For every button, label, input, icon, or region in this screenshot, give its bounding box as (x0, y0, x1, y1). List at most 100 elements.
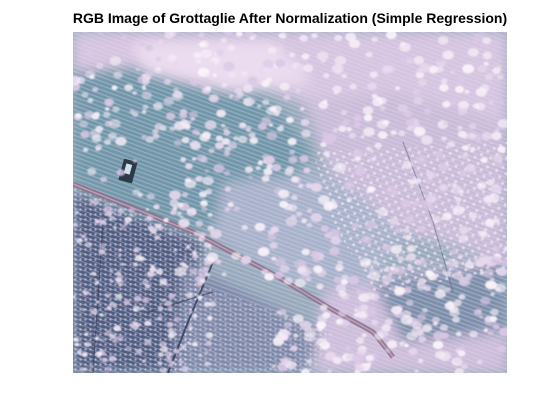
tree-canopy (95, 300, 100, 304)
tree-canopy (503, 246, 507, 252)
tree-canopy (344, 345, 352, 352)
tree-canopy (194, 176, 202, 182)
tree-canopy (489, 315, 498, 322)
tree-canopy (455, 348, 461, 354)
tree-canopy (196, 295, 203, 300)
tree-canopy (210, 229, 222, 239)
tree-canopy (500, 258, 507, 267)
tree-canopy (469, 330, 478, 338)
tree-canopy (361, 333, 367, 338)
tree-canopy (164, 300, 173, 307)
tree-canopy (317, 51, 329, 61)
tree-canopy (221, 272, 227, 277)
tree-canopy (397, 104, 409, 113)
tree-canopy (215, 259, 222, 265)
tree-canopy (394, 228, 401, 233)
tree-canopy (166, 356, 171, 360)
tree-canopy (205, 340, 212, 346)
tree-canopy (132, 111, 139, 117)
tree-canopy (144, 320, 152, 327)
tree-canopy (390, 130, 397, 136)
tree-canopy (116, 169, 125, 177)
tree-canopy (438, 57, 444, 63)
tree-canopy (346, 127, 353, 132)
tree-canopy (74, 210, 80, 215)
tree-canopy (100, 176, 108, 183)
tree-canopy (295, 89, 301, 93)
tree-canopy (204, 169, 209, 173)
tree-canopy (108, 355, 117, 362)
tree-canopy (157, 40, 164, 45)
tree-canopy (294, 278, 306, 288)
tree-canopy (457, 254, 464, 259)
tree-canopy (73, 222, 79, 228)
tree-canopy (338, 290, 347, 297)
tree-canopy (185, 125, 191, 130)
tree-canopy (407, 265, 414, 271)
tree-canopy (90, 308, 98, 315)
tree-canopy (459, 207, 466, 212)
tree-canopy (178, 359, 184, 365)
tree-canopy (216, 109, 227, 118)
tree-canopy (198, 191, 207, 198)
tree-canopy (490, 308, 499, 316)
tree-canopy (332, 356, 343, 365)
tree-canopy (108, 215, 116, 221)
tree-canopy (496, 267, 507, 277)
tree-canopy (204, 73, 210, 78)
tree-canopy (278, 189, 290, 199)
tree-canopy (115, 271, 121, 276)
tree-canopy (403, 110, 413, 118)
tree-canopy (115, 293, 123, 300)
tree-canopy (141, 110, 147, 114)
tree-canopy (116, 274, 124, 281)
tree-canopy (275, 46, 284, 53)
tree-canopy (465, 164, 476, 173)
tree-canopy (355, 167, 366, 176)
tree-canopy (147, 225, 154, 231)
tree-canopy (341, 73, 348, 79)
tree-canopy (385, 65, 395, 73)
tree-canopy (84, 111, 94, 119)
tree-canopy (223, 170, 230, 176)
tree-canopy (80, 130, 90, 139)
tree-canopy (133, 295, 142, 302)
tree-canopy (340, 319, 350, 327)
tree-canopy (477, 65, 487, 73)
tree-canopy (383, 57, 389, 62)
tree-canopy (464, 261, 474, 269)
tree-canopy (283, 94, 291, 101)
tree-canopy (106, 202, 109, 206)
tree-canopy (100, 338, 105, 342)
tree-canopy (390, 244, 403, 255)
tree-canopy (202, 87, 211, 94)
tree-canopy (321, 59, 326, 63)
tree-canopy (408, 126, 415, 131)
tree-canopy (207, 212, 213, 217)
tree-canopy (84, 238, 88, 242)
tree-canopy (198, 235, 206, 242)
tree-canopy (322, 132, 328, 137)
tree-canopies (73, 32, 507, 373)
tree-canopy (340, 109, 348, 116)
tree-canopy (481, 132, 492, 141)
tree-canopy (135, 67, 140, 71)
tree-canopy (425, 270, 434, 277)
tree-canopy (290, 176, 299, 183)
tree-canopy (82, 147, 89, 152)
tree-canopy (284, 315, 289, 319)
tree-canopy (497, 345, 506, 353)
tree-canopy (356, 337, 365, 345)
tree-canopy (349, 83, 357, 90)
tree-canopy (431, 316, 440, 324)
tree-canopy (141, 279, 150, 286)
tree-canopy (461, 153, 469, 159)
tree-canopy (290, 214, 297, 220)
tree-canopy (90, 364, 95, 368)
tree-canopy (332, 85, 342, 94)
tree-canopy (432, 216, 441, 223)
tree-canopy (455, 331, 462, 337)
tree-canopy (104, 107, 110, 111)
tree-canopy (388, 285, 396, 292)
tree-canopy (496, 160, 504, 167)
